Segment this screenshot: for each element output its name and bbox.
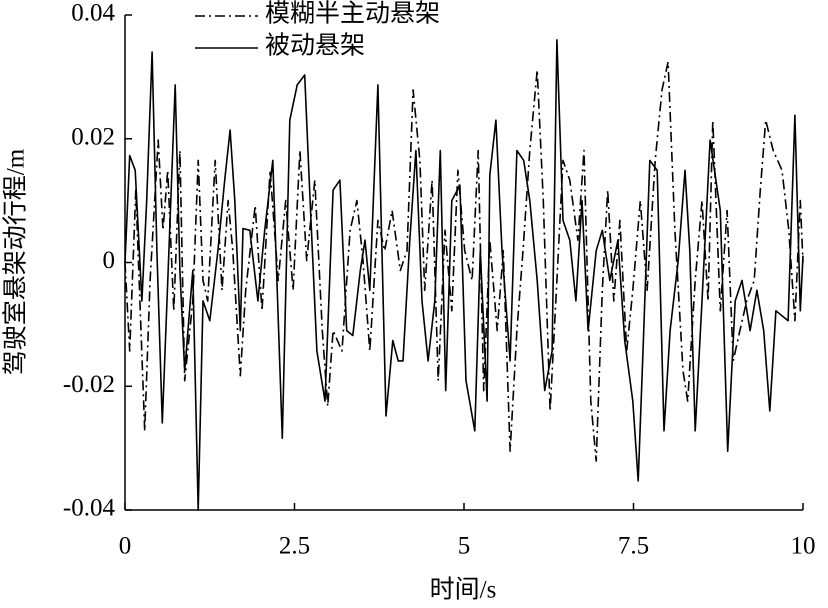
x-tick-label: 2.5 [279, 533, 310, 560]
y-tick-label: 0 [103, 247, 116, 274]
legend-label: 被动悬架 [265, 32, 365, 60]
x-tick-label: 7.5 [618, 533, 649, 560]
y-tick-label: 0.02 [71, 123, 115, 150]
x-tick-label: 0 [119, 533, 132, 560]
y-axis-label: 驾驶室悬架动行程/m [2, 148, 30, 375]
y-tick-label: 0.04 [71, 0, 115, 27]
series-line [124, 39, 804, 511]
x-tick-label: 5 [458, 533, 471, 560]
x-tick-label: 10 [791, 533, 816, 560]
y-tick-label: -0.04 [63, 495, 116, 522]
x-axis-label: 时间/s [430, 576, 497, 604]
y-tick-label: -0.02 [63, 371, 115, 398]
legend-label: 模糊半主动悬架 [265, 0, 440, 28]
series-line [124, 61, 804, 462]
